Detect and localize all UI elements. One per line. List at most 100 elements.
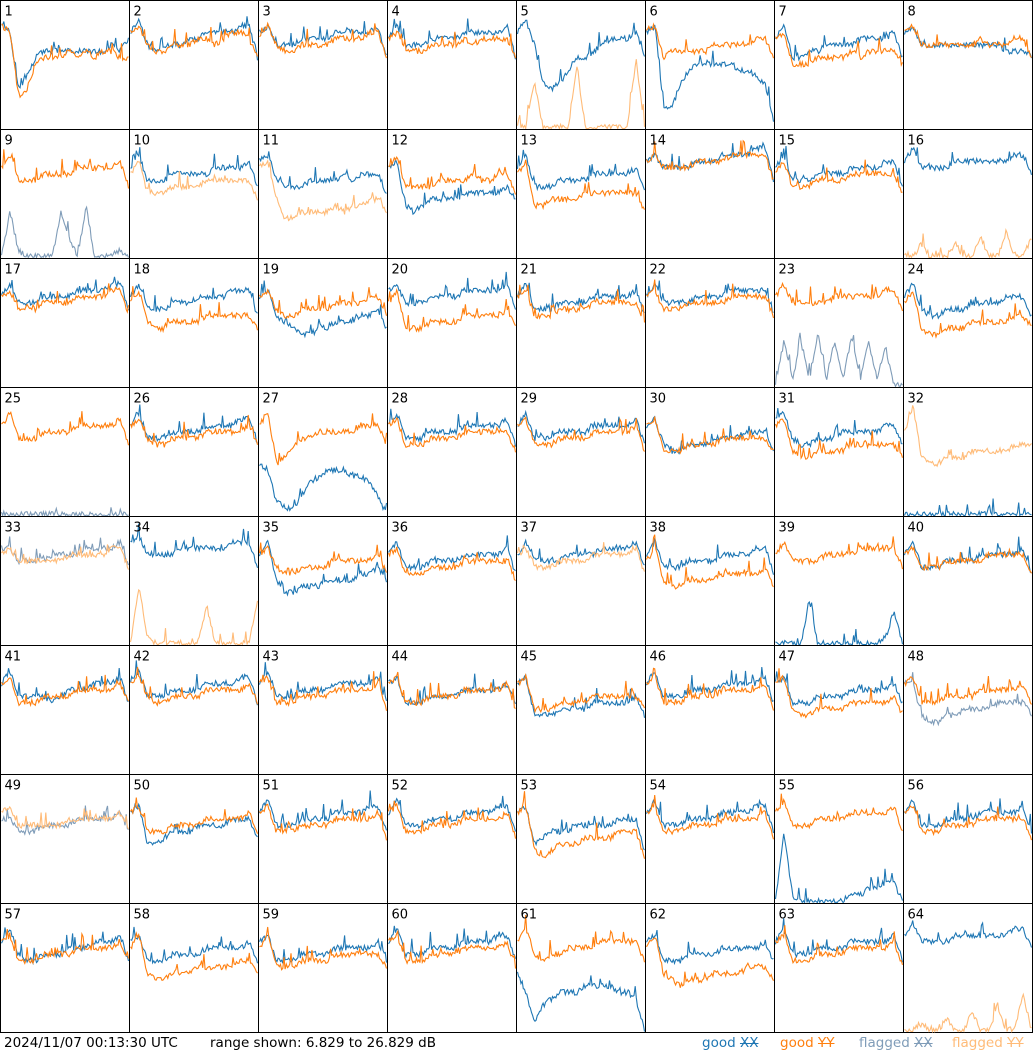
- panel-44-yy-line: [388, 671, 516, 709]
- panel-15: 15: [774, 129, 904, 259]
- panel-54-xx-line: [645, 798, 775, 834]
- panel-label: 16: [908, 134, 925, 149]
- panel-28-yy-line: [388, 416, 517, 453]
- legend-good-xx-b: XX: [739, 1035, 759, 1051]
- legend-good-yy-a: good: [780, 1035, 814, 1051]
- panel-41-yy-line: [1, 674, 129, 708]
- panel-1: 1: [0, 0, 130, 130]
- panel-55-yy-line: [774, 793, 903, 832]
- panel-frame: [0, 903, 130, 1033]
- panel-11: 11: [258, 129, 388, 259]
- panel-39-xx-line: [775, 600, 904, 647]
- panel-17: 17: [0, 258, 130, 388]
- panel-label: 1: [5, 5, 13, 20]
- panel-30: 30: [645, 387, 775, 517]
- panel-45-yy-line: [517, 673, 646, 714]
- legend-good-yy: good YY: [780, 1033, 834, 1053]
- panel-20-xx-line: [388, 271, 517, 310]
- panel-4-xx-line: [388, 18, 517, 60]
- panel-label: 60: [392, 908, 409, 923]
- panel-59-xx-line: [258, 934, 388, 964]
- legend-flagged-xx: flagged XX: [859, 1033, 933, 1053]
- panel-label: 64: [908, 908, 925, 923]
- panel-10-yy-line: [130, 160, 259, 201]
- panel-6-xx-line: [645, 24, 775, 122]
- panel-42-yy-line: [130, 666, 259, 707]
- panel-1-yy-line: [1, 23, 129, 99]
- panel-60: 60: [387, 903, 517, 1033]
- panel-9: 9: [0, 129, 130, 260]
- panel-5-yy-line: [516, 59, 646, 131]
- panel-62: 62: [645, 903, 775, 1033]
- panel-38-yy-line: [645, 534, 774, 590]
- panel-frame: [774, 903, 904, 1033]
- panel-14-yy-line: [646, 139, 774, 180]
- panel-frame: [516, 387, 646, 517]
- panel-29: 29: [516, 387, 646, 517]
- panel-34-xx-line: [130, 523, 259, 568]
- panel-label: 19: [263, 263, 280, 278]
- panel-22-yy-line: [646, 279, 775, 319]
- panel-6-yy-line: [646, 22, 775, 61]
- panel-23-xx-line: [774, 332, 903, 388]
- panel-2-yy-line: [130, 25, 259, 57]
- panel-23-yy-line: [775, 281, 904, 312]
- panel-20-yy-line: [387, 287, 516, 333]
- panel-40-yy-line: [904, 545, 1032, 574]
- legend-flagged-yy-a: flagged: [952, 1035, 1003, 1051]
- panel-frame: [516, 903, 646, 1033]
- panel-7: 7: [774, 0, 904, 130]
- panel-label: 30: [650, 392, 667, 407]
- panel-54-yy-line: [646, 794, 775, 840]
- panel-label: 29: [521, 392, 538, 407]
- panel-frame: [258, 0, 388, 130]
- panel-19-yy-line: [259, 287, 388, 319]
- panel-12-yy-line: [388, 155, 517, 195]
- panel-frame: [774, 129, 904, 259]
- panel-label: 54: [650, 779, 667, 794]
- panel-57: 57: [0, 903, 130, 1033]
- panel-2: 2: [129, 0, 259, 130]
- panel-label: 33: [5, 521, 22, 536]
- panel-6: 6: [645, 0, 775, 130]
- panel-59-yy-line: [259, 926, 388, 971]
- panel-label: 25: [5, 392, 22, 407]
- panel-label: 46: [650, 650, 667, 665]
- panel-frame: [645, 774, 775, 904]
- panel-18: 18: [129, 258, 259, 388]
- panel-41: 41: [0, 645, 130, 775]
- panel-56-yy-line: [904, 805, 1033, 841]
- panel-7-yy-line: [775, 32, 903, 69]
- panel-50-yy-line: [130, 797, 259, 836]
- panel-9-yy-line: [1, 149, 130, 189]
- panel-36-xx-line: [388, 535, 516, 572]
- panel-27-xx-line: [259, 463, 388, 512]
- panel-51-yy-line: [259, 803, 388, 841]
- panel-16-xx-line: [903, 146, 1033, 175]
- panel-label: 5: [521, 5, 529, 20]
- panel-label: 11: [263, 134, 280, 149]
- panel-60-xx-line: [388, 925, 517, 959]
- panel-26-yy-line: [129, 414, 259, 448]
- panel-1-xx-line: [1, 21, 130, 89]
- panel-frame: [645, 258, 775, 388]
- panel-64-yy-line: [904, 992, 1032, 1033]
- panel-48: 48: [903, 645, 1033, 775]
- panel-14: 14: [645, 129, 775, 259]
- panel-label: 32: [908, 392, 925, 407]
- panel-label: 47: [779, 650, 796, 665]
- panel-frame: [129, 129, 259, 259]
- panel-frame: [129, 0, 259, 130]
- panel-9-xx-line: [0, 205, 130, 260]
- panel-frame: [129, 774, 259, 904]
- panel-57-yy-line: [1, 929, 130, 965]
- panel-11-yy-line: [259, 159, 387, 222]
- panel-32-yy-line: [904, 405, 1032, 468]
- panel-frame: [903, 0, 1033, 130]
- panel-frame: [258, 387, 388, 517]
- panel-4: 4: [387, 0, 517, 130]
- panel-frame: [258, 129, 388, 259]
- panel-label: 35: [263, 521, 280, 536]
- panel-25-yy-line: [1, 411, 130, 446]
- panel-53-xx-line: [517, 805, 645, 851]
